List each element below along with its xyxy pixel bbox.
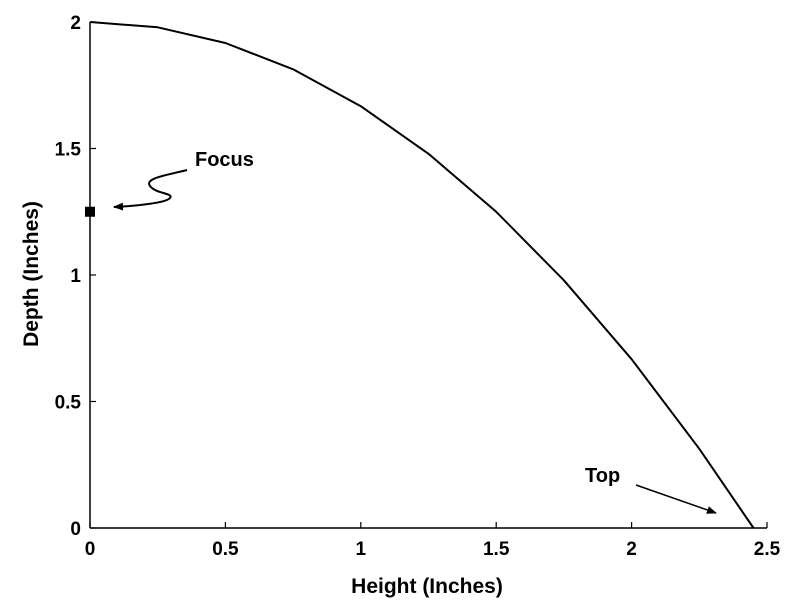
annotations: Focus Top xyxy=(113,149,717,514)
x-tick-label: 1 xyxy=(356,539,367,560)
y-tick-label: 0 xyxy=(70,519,81,540)
y-tick-label: 2 xyxy=(70,13,81,34)
top-arrow xyxy=(635,484,717,514)
y-tick-label: 1 xyxy=(70,266,81,287)
tick-labels: 0 0.5 1 1.5 2 2.5 0 0.5 1 1.5 2 xyxy=(55,13,781,560)
points-layer xyxy=(85,206,95,217)
x-tick-label: 0.5 xyxy=(212,539,239,560)
x-tick-label: 0 xyxy=(85,539,96,560)
focus-point xyxy=(85,206,95,217)
y-axis-label: Depth (Inches) xyxy=(20,201,43,347)
focus-arrow xyxy=(113,169,188,211)
series-layer xyxy=(89,21,755,529)
focus-annotation-label: Focus xyxy=(195,149,254,171)
series-line xyxy=(89,21,755,529)
axes xyxy=(89,21,768,529)
y-tick-label: 0.5 xyxy=(55,393,82,414)
x-tick-label: 2.5 xyxy=(754,539,781,560)
top-annotation-label: Top xyxy=(585,465,620,487)
x-axis-label: Height (Inches) xyxy=(351,575,503,598)
x-tick-label: 1.5 xyxy=(483,539,510,560)
y-tick-label: 1.5 xyxy=(55,140,82,161)
x-tick-label: 2 xyxy=(626,539,637,560)
